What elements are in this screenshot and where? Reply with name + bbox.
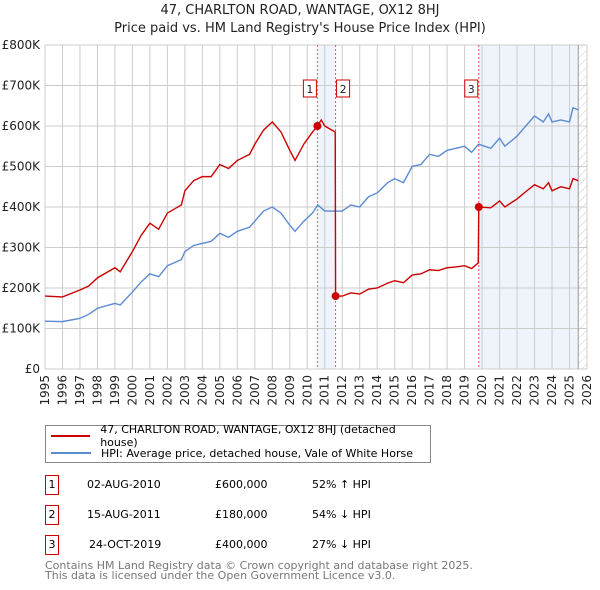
x-tick-label: 2004 xyxy=(195,375,209,406)
x-tick-label: 2008 xyxy=(265,375,279,406)
x-tick-label: 2017 xyxy=(423,375,437,406)
date: 15-AUG-2011 xyxy=(87,508,161,521)
footer-line: Contains HM Land Registry data © Crown c… xyxy=(45,559,473,572)
y-tick-label: £100K xyxy=(2,322,42,336)
y-tick-label: £200K xyxy=(2,281,42,295)
y-tick-label: £300K xyxy=(2,241,42,255)
x-tick-label: 2024 xyxy=(545,375,559,406)
table-row: 1 02-AUG-2010 £600,000 52% ↑ HPI xyxy=(45,475,445,495)
x-tick-label: 2022 xyxy=(510,375,524,406)
x-tick-label: 2011 xyxy=(318,375,332,406)
table-row: 2 15-AUG-2011 £180,000 54% ↓ HPI xyxy=(45,505,445,525)
x-tick-label: 1996 xyxy=(55,375,69,406)
x-tick-label: 2006 xyxy=(230,375,244,406)
marker-badge: 2 xyxy=(45,505,59,525)
x-tick-label: 2013 xyxy=(353,375,367,406)
chart-subtitle: Price paid vs. HM Land Registry's House … xyxy=(114,21,486,36)
x-tick-label: 2018 xyxy=(440,375,454,406)
transaction-marker-label: 3 xyxy=(468,83,475,96)
x-tick-label: 2005 xyxy=(213,375,227,406)
x-tick-label: 1995 xyxy=(38,375,52,406)
chart-title: 47, CHARLTON ROAD, WANTAGE, OX12 8HJ xyxy=(160,3,440,18)
x-tick-label: 2002 xyxy=(160,375,174,406)
transaction-point xyxy=(474,203,483,211)
price-paid-line xyxy=(44,118,579,298)
legend-label: HPI: Average price, detached house, Vale… xyxy=(101,446,413,460)
footer: Contains HM Land Registry data © Crown c… xyxy=(45,559,473,582)
x-tick-label: 2012 xyxy=(335,375,349,406)
hpi-line xyxy=(44,106,579,323)
transaction-marker-label: 2 xyxy=(340,83,347,96)
x-tick-label: 2016 xyxy=(405,375,419,406)
price: £600,000 xyxy=(215,478,268,491)
x-tick-label: 1999 xyxy=(108,375,122,406)
x-tick-label: 2023 xyxy=(528,375,542,406)
transaction-marker-box xyxy=(464,79,479,98)
legend-swatch-blue xyxy=(51,452,91,454)
price: £180,000 xyxy=(215,508,268,521)
y-tick-label: £800K xyxy=(2,38,42,52)
date: 24-OCT-2019 xyxy=(89,538,162,551)
y-tick-label: £0 xyxy=(25,362,40,376)
price: £400,000 xyxy=(215,538,268,551)
x-tick-label: 1998 xyxy=(90,375,104,406)
x-tick-label: 2007 xyxy=(248,375,262,406)
legend: 47, CHARLTON ROAD, WANTAGE, OX12 8HJ (de… xyxy=(45,423,431,463)
footer-line: This data is licensed under the Open Gov… xyxy=(45,569,396,582)
x-tick-label: 2001 xyxy=(143,375,157,406)
x-tick-label: 2009 xyxy=(283,375,297,406)
x-tick-label: 2010 xyxy=(300,375,314,406)
x-tick-label: 2019 xyxy=(458,375,472,406)
table-row: 3 24-OCT-2019 £400,000 27% ↓ HPI xyxy=(45,535,445,555)
x-tick-label: 2025 xyxy=(563,375,577,406)
transaction-marker-box xyxy=(302,79,317,98)
chart: 1995 1996 1997 1998 1999 2000 2001 2002 2003 2004… xyxy=(2,38,594,406)
transaction-marker-label: 1 xyxy=(306,83,313,96)
hpi-change: 27% ↓ HPI xyxy=(312,538,371,551)
y-tick-label: £600K xyxy=(2,119,42,133)
marker-badge: 1 xyxy=(45,475,59,495)
x-tick-label: 2000 xyxy=(125,375,139,406)
x-tick-label: 1997 xyxy=(73,375,87,406)
transaction-point xyxy=(331,292,340,301)
x-tick-label: 2021 xyxy=(493,375,507,406)
y-tick-label: £400K xyxy=(2,200,42,214)
x-tick-label: 2014 xyxy=(370,375,384,406)
y-tick-label: £500K xyxy=(2,160,42,174)
legend-swatch-red xyxy=(51,435,91,437)
marker-badge: 3 xyxy=(45,535,59,555)
x-tick-label: 2020 xyxy=(475,375,489,406)
x-tick-label: 2015 xyxy=(388,375,402,406)
y-tick-label: £700K xyxy=(2,79,42,93)
date: 02-AUG-2010 xyxy=(87,478,161,491)
legend-label: 47, CHARLTON ROAD, WANTAGE, OX12 8HJ (de… xyxy=(100,423,396,449)
transaction-marker-box xyxy=(336,79,351,98)
hpi-change: 54% ↓ HPI xyxy=(312,508,371,521)
x-tick-label: 2026 xyxy=(580,375,594,406)
x-tick-label: 2003 xyxy=(178,375,192,406)
transaction-point xyxy=(313,122,322,130)
hpi-change: 52% ↑ HPI xyxy=(312,478,371,491)
